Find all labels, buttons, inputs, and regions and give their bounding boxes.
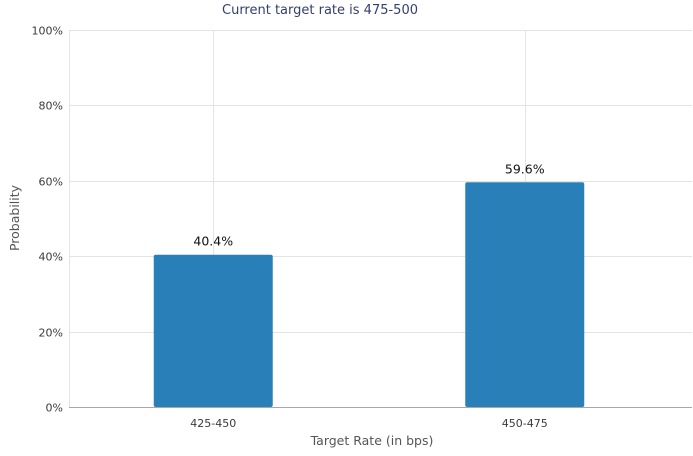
x-tick-labels: 425-450 450-475 [190, 417, 547, 430]
bar-data-label: 40.4% [193, 234, 233, 249]
y-tick-label: 80% [39, 100, 63, 113]
data-labels: 40.4% 59.6% [193, 161, 544, 248]
x-tick-label: 425-450 [190, 417, 236, 430]
y-tick-label: 60% [39, 176, 63, 189]
x-axis-title: Target Rate (in bps) [310, 433, 434, 448]
bar [153, 254, 273, 407]
y-tick-label: 20% [39, 327, 63, 340]
y-axis-title: Probability [7, 184, 22, 251]
y-tick-label: 0% [46, 402, 63, 415]
bar-layer [153, 182, 585, 407]
y-tick-labels: 0% 20% 40% 60% 80% 100% [32, 25, 63, 415]
bar-data-label: 59.6% [505, 161, 545, 176]
chart-title: Current target rate is 475-500 [222, 3, 418, 18]
bar [465, 182, 585, 407]
x-tick-label: 450-475 [502, 417, 548, 430]
y-tick-label: 40% [39, 251, 63, 264]
y-tick-label: 100% [32, 25, 63, 38]
